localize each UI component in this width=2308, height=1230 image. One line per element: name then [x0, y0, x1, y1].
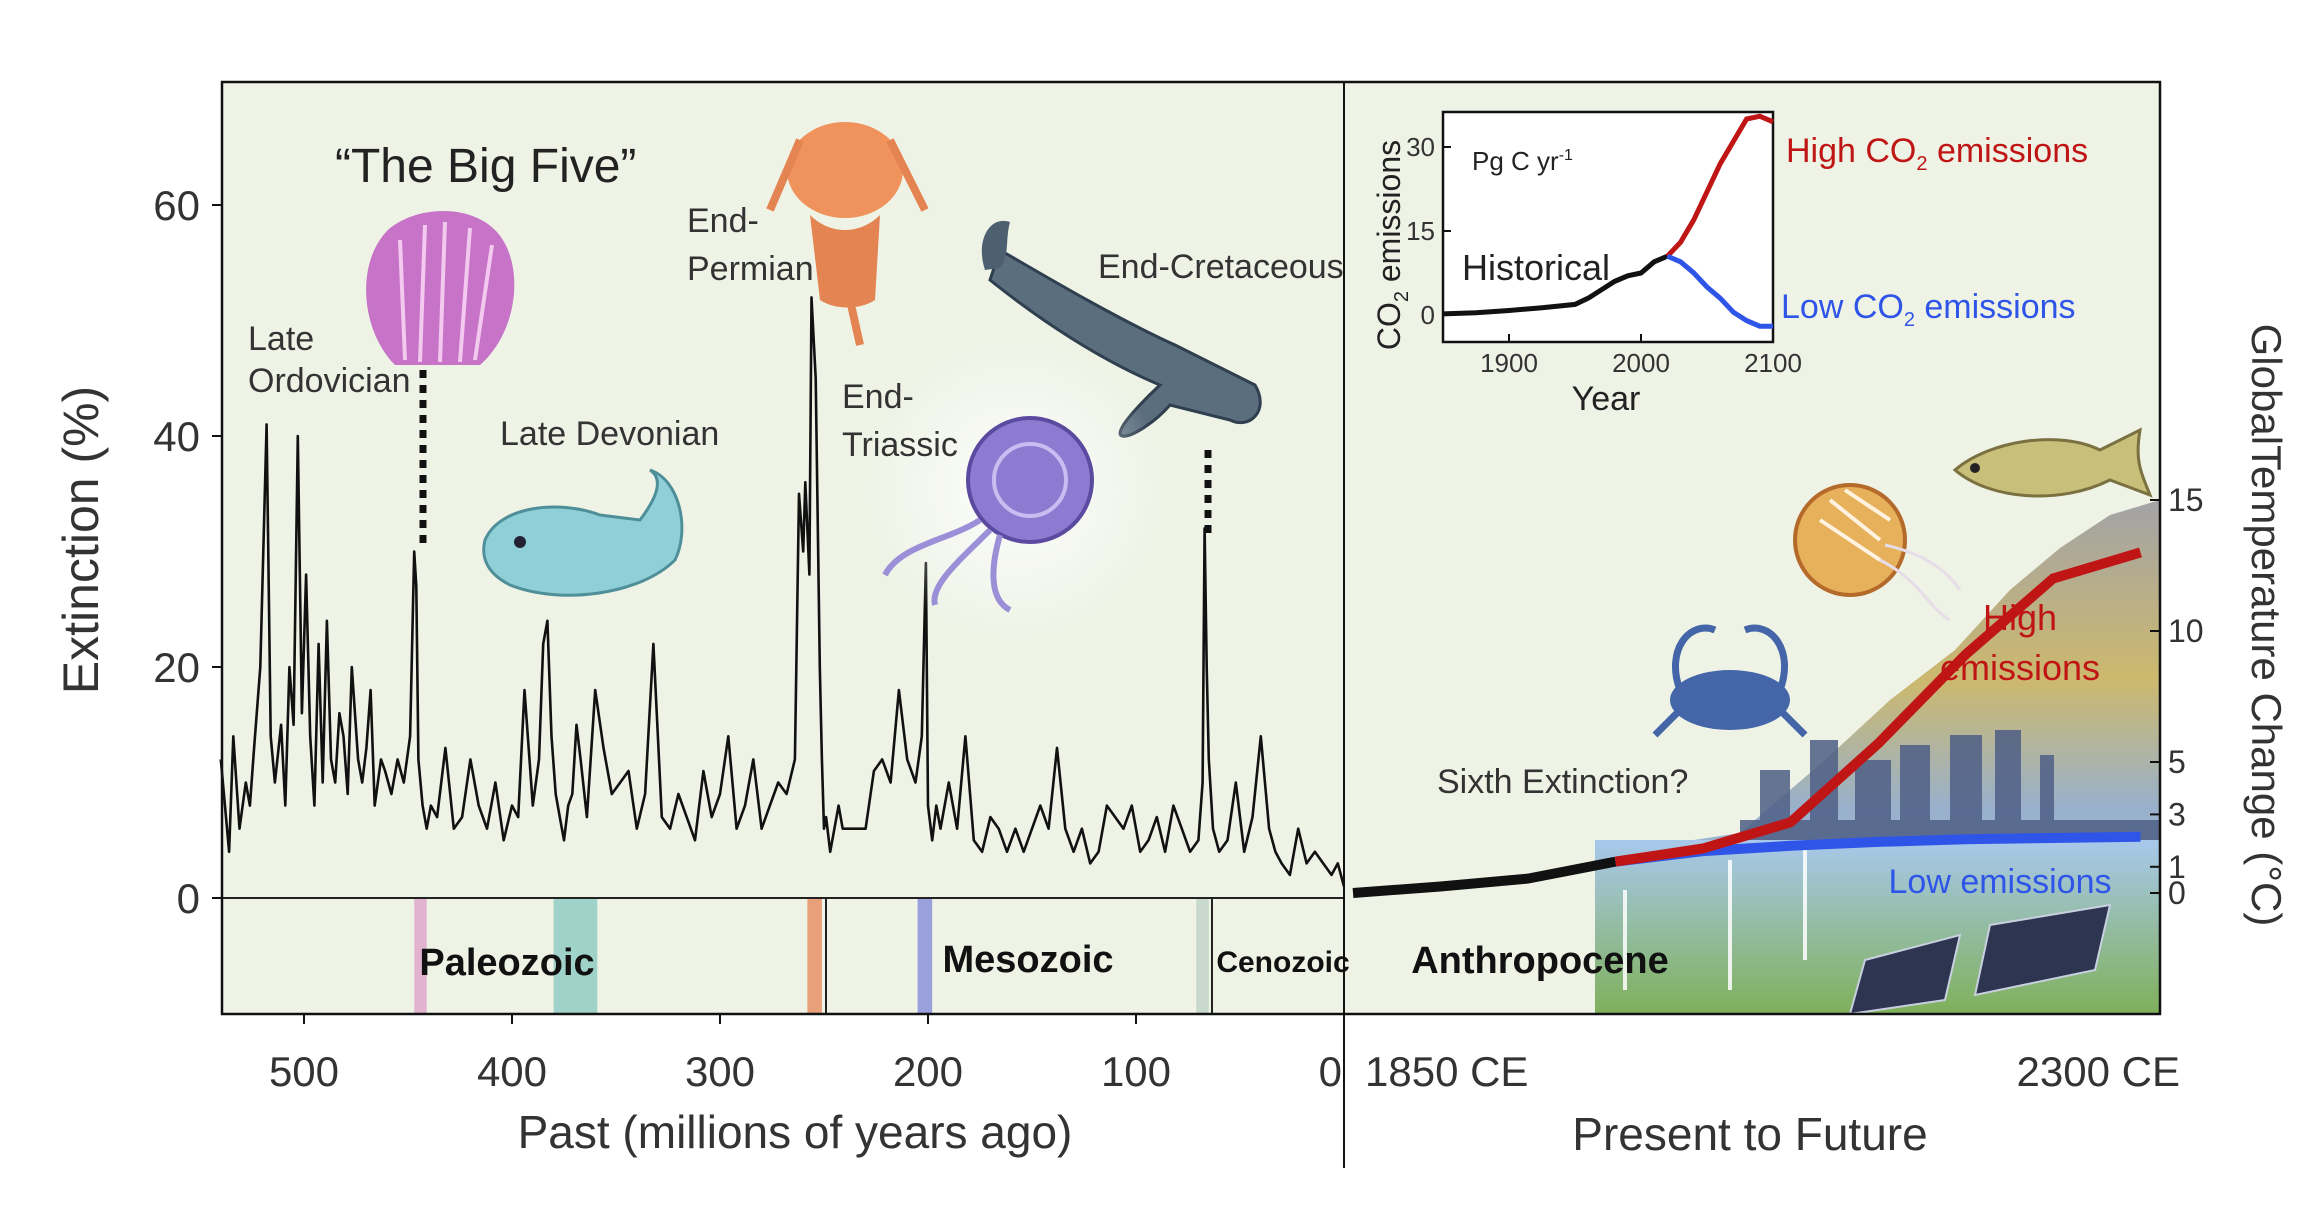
dunkleosteus-fish-illustration [482, 468, 684, 597]
inset-low-label: Low CO2 emissions [1781, 288, 2076, 331]
blue-crab-illustration [1652, 624, 1808, 738]
co2-inset: 1900 2000 2100 0 15 30 Pg C yr-1 Historical Y… [1371, 110, 2088, 418]
x-tick-label: 400 [477, 1048, 547, 1095]
label-low-emissions: Low emissions [1889, 863, 2112, 901]
left-y-ticks: 0 20 40 60 [153, 182, 222, 922]
historical-temperature-line [1352, 856, 1617, 898]
label-end-permian-2: Permian [687, 250, 814, 288]
x-tick-label: 0 [1319, 1048, 1342, 1095]
era-cenozoic: Cenozoic [1216, 946, 1349, 979]
inset-historical-line [1442, 253, 1669, 317]
era-anthropocene: Anthropocene [1411, 940, 1669, 982]
ordovician-band [414, 898, 427, 1014]
permian-band [807, 898, 822, 1014]
cretaceous-band [1196, 898, 1209, 1014]
y-tick-label: 0 [177, 875, 200, 922]
label-sixth-extinction: Sixth Extinction? [1437, 763, 1688, 801]
inset-high-line [1665, 113, 1774, 258]
right-y-ticks: 01 3 5 10 15 [2150, 482, 2204, 911]
x-tick-label: 100 [1101, 1048, 1171, 1095]
x-tick-label: 200 [893, 1048, 963, 1095]
big-five-title: “The Big Five” [335, 140, 636, 193]
x-tick-2300ce: 2300 CE [2017, 1048, 2180, 1095]
x-tick-label: 300 [685, 1048, 755, 1095]
y-tick-label: 40 [153, 413, 200, 460]
ichthyosaur-illustration [981, 220, 1262, 438]
inset-high-label: High CO2 emissions [1786, 132, 2088, 175]
label-end-cretaceous: End-Cretaceous [1098, 248, 1344, 286]
extinction-series-line [219, 296, 1346, 887]
inset-y-tick-label: 30 [1406, 132, 1435, 162]
devonian-band [553, 898, 598, 1014]
x-tick-label: 500 [269, 1048, 339, 1095]
inset-x-tick-label: 1900 [1480, 348, 1538, 378]
triassic-band [917, 898, 933, 1014]
label-high-emissions-2: emissions [1940, 647, 2100, 688]
past-x-ticks: 500 400 300 200 100 0 [269, 1014, 1345, 1095]
inset-ticks: 1900 2000 2100 0 15 30 [1406, 132, 1802, 378]
right-tick-label: 1 [2168, 849, 2186, 885]
y-tick-label: 20 [153, 644, 200, 691]
label-late-ordovician-1: Late [248, 320, 314, 358]
era-bands [414, 898, 1209, 1014]
label-end-triassic-2: Triassic [842, 426, 958, 464]
label-late-devonian: Late Devonian [500, 415, 719, 453]
era-separators [825, 898, 1213, 1014]
inset-frame [1441, 110, 1775, 344]
inset-y-tick-label: 0 [1421, 300, 1435, 330]
future-scene-illustration [1595, 500, 2160, 1016]
inset-units: Pg C yr-1 [1472, 146, 1573, 176]
right-tick-label: 5 [2168, 744, 2186, 780]
inset-historical-label: Historical [1462, 247, 1610, 288]
label-high-emissions-1: High [1983, 597, 2057, 638]
cod-fish-illustration [1952, 427, 2153, 498]
plot-frame [220, 80, 2162, 1016]
label-end-triassic-1: End- [842, 378, 914, 416]
past-panel [222, 82, 1344, 1014]
inset-xlabel: Year [1572, 380, 1641, 418]
label-end-permian-1: End- [687, 202, 759, 240]
nautilus-illustration [1793, 483, 1962, 622]
inset-low-line [1666, 253, 1773, 329]
x-axis-title-future: Present to Future [1572, 1108, 1927, 1160]
inset-ylabel: CO2 emissions [1371, 140, 1413, 350]
ammonite-illustration [865, 340, 1165, 640]
label-late-ordovician-2: Ordovician [248, 362, 411, 400]
y-axis-title-left: Extinction (%) [53, 386, 109, 694]
right-tick-label: 10 [2168, 613, 2204, 649]
trilobite-illustration [766, 122, 929, 346]
right-tick-label: 0 [2168, 875, 2186, 911]
right-tick-label: 3 [2168, 796, 2186, 832]
inset-x-tick-label: 2100 [1744, 348, 1802, 378]
inset-x-tick-label: 2000 [1612, 348, 1670, 378]
y-axis-title-right: GlobalTemperature Change (°C) [2243, 324, 2290, 927]
x-axis-title-past: Past (millions of years ago) [518, 1106, 1073, 1158]
era-paleozoic: Paleozoic [419, 942, 594, 984]
right-tick-label: 15 [2168, 482, 2204, 518]
inset-y-tick-label: 15 [1406, 216, 1435, 246]
high-emissions-temperature-line [1614, 547, 2142, 867]
scallop-shell-illustration [366, 210, 515, 365]
x-tick-1850ce: 1850 CE [1365, 1048, 1528, 1095]
era-mesozoic: Mesozoic [942, 939, 1113, 981]
y-tick-label: 60 [153, 182, 200, 229]
